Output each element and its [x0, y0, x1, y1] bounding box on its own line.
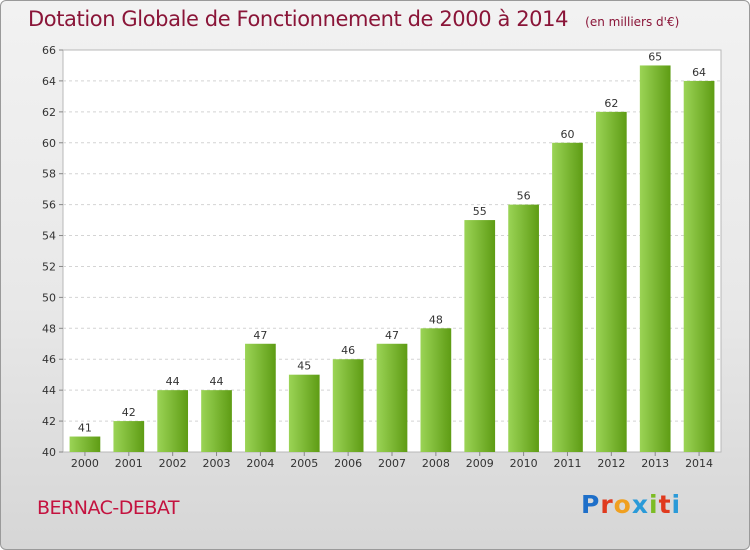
logo-letter: t: [658, 490, 672, 519]
bar-2011: [552, 142, 583, 452]
y-tick-label: 56: [42, 199, 56, 212]
bars: [69, 65, 715, 452]
bar-2004: [245, 343, 276, 452]
y-tick-label: 42: [42, 415, 56, 428]
commune-name: BERNAC-DEBAT: [37, 497, 180, 519]
data-label-2001: 42: [122, 406, 136, 419]
logo-letter: r: [600, 490, 614, 519]
logo-letter: o: [613, 490, 632, 519]
y-tick-label: 62: [42, 106, 56, 119]
data-label-2005: 45: [297, 360, 311, 373]
y-tick-label: 58: [42, 168, 56, 181]
bar-2013: [639, 65, 671, 452]
x-tick-label: 2000: [71, 457, 99, 470]
x-tick-label: 2012: [597, 457, 625, 470]
y-tick-label: 64: [42, 75, 56, 88]
bar-2007: [376, 343, 408, 452]
title-row: Dotation Globale de Fonctionnement de 20…: [28, 7, 679, 31]
bar-2002: [157, 390, 189, 452]
x-tick-label: 2002: [159, 457, 187, 470]
logo-letter: P: [581, 490, 601, 519]
bar-2005: [288, 374, 320, 452]
x-tick-label: 2011: [553, 457, 581, 470]
y-tick-label: 66: [42, 44, 56, 57]
x-tick-label: 2006: [334, 457, 362, 470]
data-label-2007: 47: [385, 329, 399, 342]
data-labels: 41 42 44 44 47 45 46 47 48 55 56 60 62 65 64: [78, 50, 706, 434]
x-tick-label: 2004: [246, 457, 274, 470]
bar-2008: [420, 328, 452, 452]
bar-2012: [595, 111, 627, 452]
chart-subtitle: (en milliers d'€): [585, 15, 680, 29]
x-tick-label: 2010: [510, 457, 538, 470]
data-label-2002: 44: [166, 375, 180, 388]
x-tick-label: 2003: [203, 457, 231, 470]
bar-2014: [683, 80, 715, 452]
x-tick-label: 2013: [641, 457, 669, 470]
x-tick-label: 2007: [378, 457, 406, 470]
bar-2010: [508, 204, 539, 452]
logo-letter: x: [631, 490, 649, 519]
x-tick-label: 2009: [466, 457, 494, 470]
bar-2003: [201, 390, 232, 452]
proxiti-logo: Proxiti: [581, 490, 681, 519]
y-axis-ticks: 40 42 44 46 48 50 52 54 56 58 60 62 64 66: [42, 44, 63, 459]
y-tick-label: 54: [42, 230, 56, 243]
x-tick-label: 2008: [422, 457, 450, 470]
data-label-2003: 44: [210, 375, 224, 388]
bar-2001: [113, 421, 145, 452]
logo-letter: i: [649, 490, 659, 519]
x-tick-label: 2014: [685, 457, 713, 470]
y-tick-label: 40: [42, 446, 56, 459]
data-label-2009: 55: [473, 205, 487, 218]
x-axis-ticks: 2000 2001 2002 2003 2004 2005 2006 2007 2008 2009…: [71, 452, 713, 470]
data-label-2006: 46: [341, 344, 355, 357]
bar-2009: [464, 220, 496, 452]
chart-title: Dotation Globale de Fonctionnement de 20…: [28, 7, 569, 31]
y-tick-label: 46: [42, 353, 56, 366]
y-tick-label: 50: [42, 291, 56, 304]
x-tick-label: 2005: [290, 457, 318, 470]
x-tick-label: 2001: [115, 457, 143, 470]
bar-2000: [69, 436, 101, 452]
y-tick-label: 48: [42, 322, 56, 335]
data-label-2008: 48: [429, 313, 443, 326]
y-tick-label: 44: [42, 384, 56, 397]
data-label-2014: 64: [692, 66, 706, 79]
data-label-2004: 47: [253, 329, 267, 342]
data-label-2013: 65: [648, 50, 662, 63]
y-tick-label: 60: [42, 137, 56, 150]
data-label-2012: 62: [604, 97, 618, 110]
bar-2006: [332, 359, 364, 452]
y-tick-label: 52: [42, 260, 56, 273]
logo-letter: i: [671, 490, 682, 519]
data-label-2000: 41: [78, 422, 92, 435]
data-label-2010: 56: [517, 190, 531, 203]
data-label-2011: 60: [560, 128, 574, 141]
